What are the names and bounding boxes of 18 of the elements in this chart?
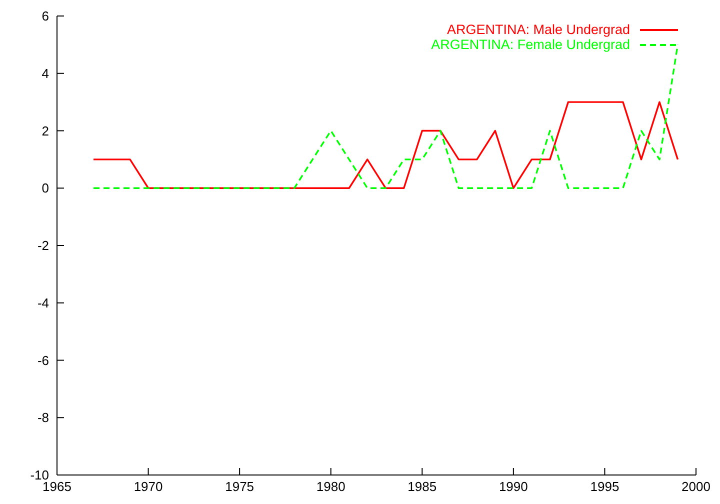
y-tick-label: -8 bbox=[37, 410, 49, 426]
legend-label: ARGENTINA: Male Undergrad bbox=[446, 22, 630, 37]
y-tick-label: 0 bbox=[42, 180, 49, 196]
y-tick-label: -2 bbox=[37, 238, 49, 253]
x-tick-label: 1980 bbox=[316, 479, 346, 494]
x-tick-label: 1995 bbox=[590, 479, 620, 494]
x-tick-label: 1975 bbox=[225, 479, 254, 494]
x-tick-label: 1990 bbox=[498, 479, 528, 494]
y-tick-label: 6 bbox=[42, 8, 49, 24]
y-tick-label: 4 bbox=[42, 66, 49, 81]
line-series bbox=[92, 101, 679, 189]
x-tick-label: 1985 bbox=[408, 479, 437, 494]
y-tick-label: -4 bbox=[37, 295, 49, 310]
legend-label: ARGENTINA: Female Undergrad bbox=[431, 37, 630, 52]
y-tick-label: -6 bbox=[37, 352, 49, 368]
y-tick-label: 2 bbox=[42, 123, 49, 138]
x-tick-label: 2000 bbox=[682, 479, 710, 494]
x-tick-label: 1970 bbox=[134, 479, 163, 494]
